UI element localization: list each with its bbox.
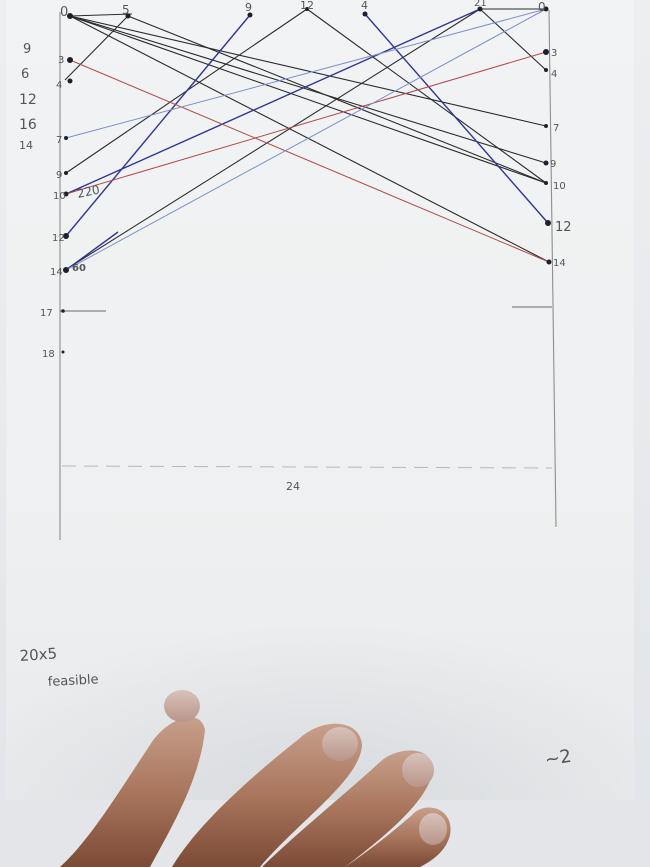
dot (543, 6, 549, 12)
dot (64, 171, 68, 175)
dot (305, 7, 309, 11)
left-label-10: 10 (53, 191, 66, 202)
line (479, 8, 547, 71)
line (69, 13, 133, 17)
dot (247, 12, 253, 18)
line (69, 15, 547, 184)
finger-index (172, 723, 362, 867)
margin-number-14: 14 (19, 139, 33, 152)
top-dots (125, 6, 483, 19)
line (69, 15, 547, 164)
top-label-12: 12 (300, 0, 314, 12)
line (69, 15, 547, 127)
note-line-2: feasible (47, 672, 99, 690)
dot (67, 78, 73, 84)
line (65, 8, 547, 139)
line (65, 231, 119, 271)
dot (67, 57, 73, 63)
annotation-blue-14: 60 (72, 263, 86, 274)
left-label-14: 14 (50, 267, 63, 278)
dot (545, 220, 551, 226)
finger-middle (262, 750, 433, 867)
top-left-label-5: 5 (122, 3, 130, 17)
line (306, 8, 547, 184)
line (69, 15, 550, 263)
right-label-9: 9 (550, 159, 556, 170)
dot (67, 13, 73, 19)
left-label-9: 9 (56, 170, 62, 181)
dot (61, 309, 65, 313)
dot (546, 259, 552, 265)
margin-number-16: 16 (19, 117, 37, 133)
bottom-dashed-line (61, 465, 553, 469)
left-label-7: 7 (56, 135, 62, 146)
dot (125, 13, 131, 19)
left-label-18: 18 (42, 349, 55, 360)
blue-lines (65, 8, 549, 271)
dot (63, 233, 69, 239)
line (64, 15, 129, 81)
top-label-0-right: 0 (538, 0, 546, 14)
line (69, 59, 550, 263)
note-line-1: 20x5 (19, 644, 58, 665)
left-label-3: 3 (58, 55, 64, 66)
bottom-axis-label: 24 (286, 480, 300, 493)
red-lines (65, 51, 550, 263)
right-label-12: 12 (555, 220, 572, 235)
dot (362, 11, 368, 17)
fingernail (164, 690, 200, 722)
left-label-4: 4 (56, 80, 62, 91)
left-label-12: 12 (52, 233, 65, 244)
line (65, 14, 251, 237)
hand-fingers (60, 690, 451, 867)
right-dots (543, 6, 552, 265)
margin-number-9: 9 (23, 42, 31, 57)
right-label-7: 7 (553, 123, 559, 134)
dot (544, 124, 548, 128)
fingernail (419, 813, 447, 845)
top-label-21: 21 (474, 0, 487, 9)
fingernail (402, 753, 434, 787)
margin-number-12: 12 (19, 92, 37, 108)
dot (64, 136, 68, 140)
right-label-4: 4 (551, 69, 557, 80)
line (364, 13, 549, 224)
dot (543, 160, 549, 166)
left-dots (61, 13, 73, 354)
dot (477, 6, 483, 12)
top-label-4: 4 (361, 0, 368, 12)
right-label-14: 14 (553, 258, 566, 269)
dot (543, 49, 549, 55)
right-label-10: 10 (553, 181, 566, 192)
annotation-220: 220 (76, 182, 101, 200)
right-label-3: 3 (551, 48, 557, 59)
dot (61, 350, 65, 354)
dot (63, 267, 69, 273)
fingernail (322, 727, 358, 761)
line (64, 8, 481, 271)
margin-number-6: 6 (21, 67, 29, 82)
line (65, 8, 481, 195)
dot (544, 181, 548, 185)
top-label-9: 9 (245, 1, 252, 14)
lightblue-lines (65, 8, 547, 271)
right-axis-line (548, 9, 557, 528)
black-lines (64, 8, 550, 271)
top-left-label-0: 0 (60, 5, 68, 20)
line (65, 51, 547, 195)
hand-palm (60, 717, 205, 867)
left-label-17: 17 (40, 308, 53, 319)
corner-scribble: ~2 (543, 746, 573, 771)
dot (544, 68, 548, 72)
line (65, 8, 547, 271)
dot (63, 191, 69, 197)
